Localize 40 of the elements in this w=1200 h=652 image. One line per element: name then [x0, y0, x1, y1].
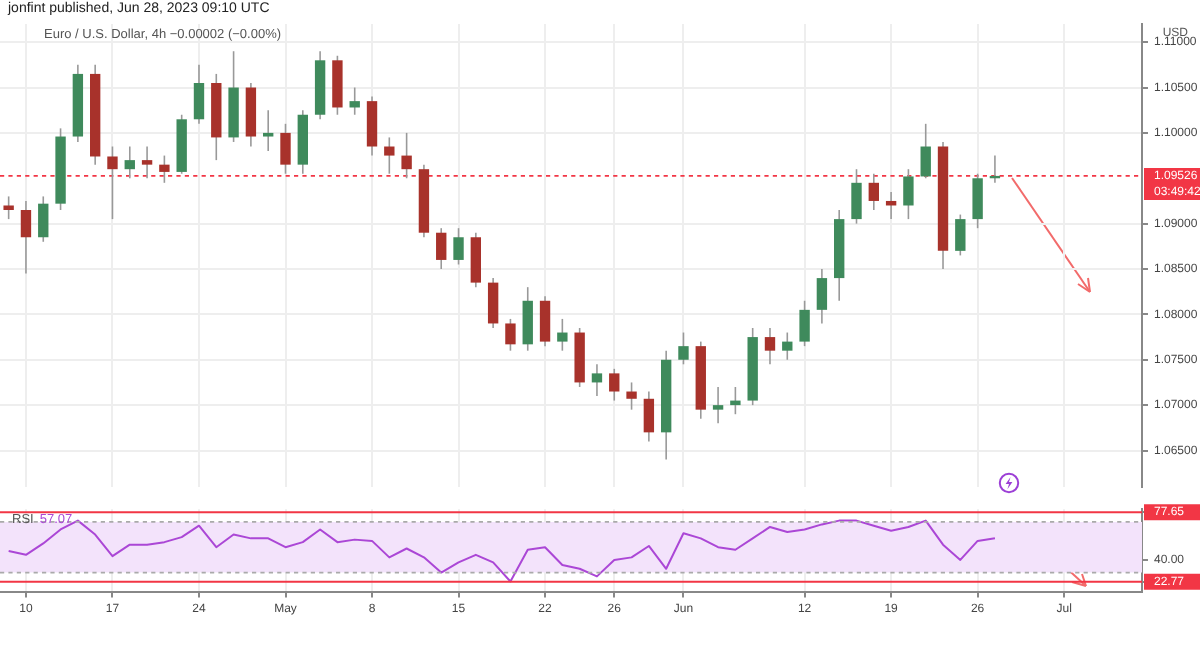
candlestick — [730, 386, 741, 415]
candlestick — [453, 227, 464, 266]
candlestick — [384, 136, 395, 175]
candlestick — [851, 168, 862, 225]
candlestick — [3, 195, 14, 220]
candlestick — [349, 86, 360, 116]
candlestick — [366, 95, 378, 157]
candlestick — [799, 299, 810, 347]
candlestick — [816, 268, 828, 325]
candlestick — [38, 195, 49, 243]
candlestick — [955, 213, 966, 257]
candlestick — [263, 109, 274, 152]
candlestick — [193, 64, 205, 125]
candlestick — [626, 381, 637, 411]
candlestick — [159, 154, 170, 184]
candlestick — [470, 231, 482, 288]
candlestick — [920, 123, 931, 180]
candlestick — [332, 54, 343, 116]
candlestick — [972, 172, 983, 229]
candlestick — [591, 363, 603, 397]
candlestick — [401, 132, 412, 180]
candlestick — [124, 145, 135, 180]
candlestick — [712, 386, 724, 425]
candlestick — [436, 227, 447, 270]
candlestick — [539, 295, 551, 347]
candlestick — [609, 368, 620, 402]
candlestick — [522, 286, 533, 352]
candlestick — [903, 168, 914, 220]
candlestick — [280, 123, 291, 175]
candlestick — [505, 318, 516, 352]
candlestick — [557, 318, 568, 352]
candlestick — [487, 277, 499, 329]
candlestick — [868, 172, 879, 211]
candlestick — [141, 145, 153, 180]
candlestick — [678, 331, 689, 366]
candlestick — [643, 390, 655, 443]
candlestick — [764, 327, 776, 366]
candlestick — [107, 145, 118, 220]
candlestick — [782, 331, 793, 361]
candlestick — [20, 200, 32, 275]
